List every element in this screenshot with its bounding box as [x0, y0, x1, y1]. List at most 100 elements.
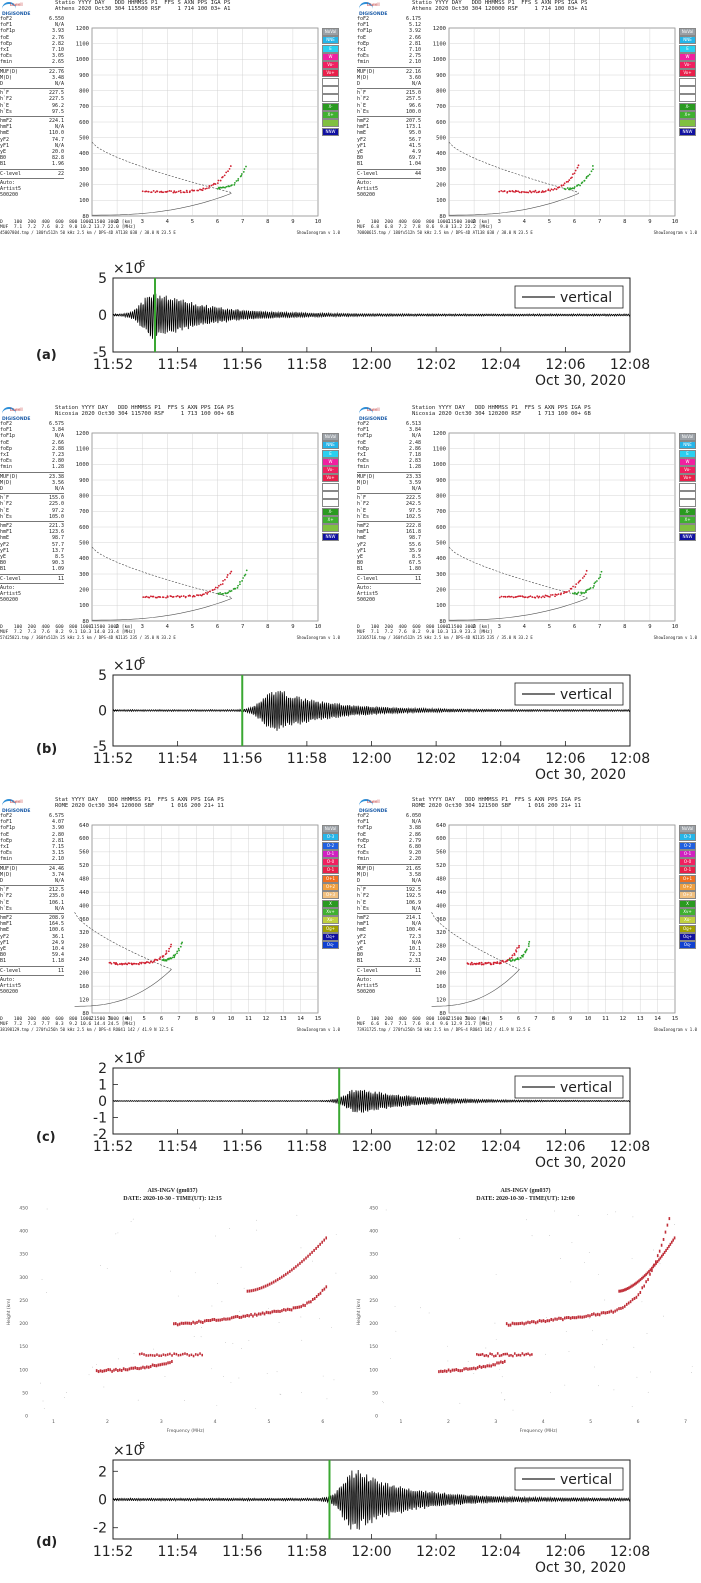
- param-value: 235.0: [48, 893, 64, 900]
- param-name: foF2: [0, 16, 13, 22]
- header-columns: Station YYYY DAY DDD HHMMSS P1 FFS S AXN…: [55, 405, 234, 411]
- ais-echo: [523, 1322, 525, 1326]
- param-name: foEp: [357, 40, 370, 47]
- ais-echo-x: [250, 1289, 253, 1293]
- legend-swatch: E: [679, 449, 696, 458]
- ais-echo: [496, 1361, 498, 1365]
- ais-noise-dot: [153, 1348, 155, 1350]
- scaled-parameters: foF2 6.050 foF1 N/A foF1p 3.88 foE 2.86 foEp 2.79…: [357, 813, 421, 995]
- ais-echo: [250, 1313, 252, 1317]
- x-tick-label: 7: [684, 1419, 687, 1425]
- ais-echo: [513, 1322, 516, 1326]
- param-name: fmin: [357, 856, 370, 863]
- x-tick-label: 7: [177, 1016, 180, 1022]
- param-name: hmE: [357, 927, 367, 934]
- ais-noise-dot: [691, 1366, 693, 1367]
- o-mode-echo: [199, 188, 201, 191]
- x-mode-echo: [588, 588, 591, 591]
- o-mode-echo: [485, 962, 487, 964]
- ais-noise-dot: [279, 1393, 281, 1395]
- param-row: yE 20.0: [0, 149, 64, 155]
- x-mode-echo: [587, 174, 590, 177]
- ais-echo-es: [476, 1353, 478, 1356]
- y-tick-label: 0: [25, 1414, 28, 1420]
- o-mode-echo: [492, 963, 495, 966]
- param-name: Auto:: [0, 179, 16, 186]
- param-name: h`F: [0, 90, 10, 97]
- ais-subtitle: DATE: 2020-10-30 - TIME(UT): 12:00: [476, 1196, 575, 1202]
- ais-noise-dot: [632, 1216, 634, 1218]
- param-row: foF1 4.07: [0, 819, 64, 825]
- ais-echo: [480, 1365, 483, 1369]
- o-mode-echo: [165, 950, 168, 952]
- ais-echo-es: [182, 1352, 184, 1356]
- param-value: 192.5: [405, 893, 421, 900]
- legend-label: vertical: [560, 290, 612, 306]
- true-height-profile: [449, 598, 588, 621]
- ais-noise-dot: [199, 1207, 200, 1209]
- o-mode-echo: [498, 190, 501, 193]
- ais-noise-dot: [164, 1376, 166, 1377]
- param-value: 1.28: [51, 464, 64, 471]
- ais-noise-dot: [636, 1376, 638, 1378]
- ais-echo-x: [653, 1263, 656, 1267]
- y-tick-label: 80: [439, 214, 446, 220]
- o-mode-echo: [224, 578, 226, 581]
- ais-noise-dot: [598, 1274, 599, 1275]
- ais-noise-dot: [96, 1363, 97, 1365]
- y-tick-label: 200: [436, 182, 446, 188]
- y-tick-label: 440: [436, 890, 446, 896]
- param-name: foE: [357, 439, 367, 446]
- param-value: 100.0: [405, 108, 421, 115]
- o-mode-echo: [568, 179, 571, 181]
- o-mode-echo: [159, 958, 161, 961]
- param-row: fmin 1.28: [0, 464, 64, 470]
- legend-swatch: E: [322, 449, 339, 458]
- param-row: hmF2 224.1: [0, 118, 64, 124]
- param-name: Artist5: [0, 591, 22, 598]
- param-separator: [357, 521, 421, 523]
- param-value: 110.0: [48, 130, 64, 137]
- param-value: N/A: [54, 22, 64, 29]
- ais-echo-x: [643, 1274, 646, 1278]
- o-mode-echo: [555, 594, 558, 596]
- ais-echo: [132, 1366, 135, 1370]
- param-row: h`E 97.2: [0, 508, 64, 514]
- x-tick-label: 7: [241, 624, 244, 630]
- ais-echo: [225, 1317, 227, 1321]
- x-tick-label: 12:08: [610, 357, 650, 373]
- ais-echo: [486, 1364, 489, 1368]
- ais-echo: [234, 1315, 237, 1319]
- legend-swatch: [679, 94, 696, 103]
- x-tick-label: 9: [569, 1016, 572, 1022]
- ais-echo-es: [186, 1353, 188, 1356]
- o-mode-echo: [184, 595, 187, 598]
- y-tick-label: 1200: [76, 431, 89, 437]
- param-row: 500200: [357, 192, 421, 198]
- y-tick-label: 0: [98, 1094, 107, 1110]
- x-tick-label: 2: [115, 624, 118, 630]
- legend-swatch: O+2: [322, 883, 339, 892]
- ais-echo-es: [489, 1352, 491, 1355]
- param-row: h`E 96.6: [357, 103, 421, 109]
- param-name: B1: [0, 566, 7, 573]
- param-row: 500200: [0, 192, 64, 198]
- o-mode-echo: [119, 963, 122, 966]
- ais-echo: [201, 1320, 204, 1324]
- ais-echo: [190, 1322, 193, 1326]
- ais-echo: [101, 1369, 104, 1373]
- ais-echo-es: [529, 1353, 531, 1357]
- ais-echo-x: [656, 1260, 659, 1264]
- ais-echo: [620, 1306, 622, 1310]
- legend-swatch: X-: [322, 102, 339, 111]
- ais-echo-x: [274, 1279, 277, 1283]
- ais-echo: [120, 1368, 123, 1372]
- ais-echo-x: [646, 1271, 649, 1275]
- param-name: fxI: [0, 452, 10, 459]
- param-value: 207.5: [405, 118, 421, 125]
- ais-echo-es: [483, 1354, 486, 1358]
- param-name: fmin: [0, 856, 13, 863]
- exponent-label: ×10: [113, 1443, 143, 1459]
- param-row: foF1 5.12: [357, 22, 421, 28]
